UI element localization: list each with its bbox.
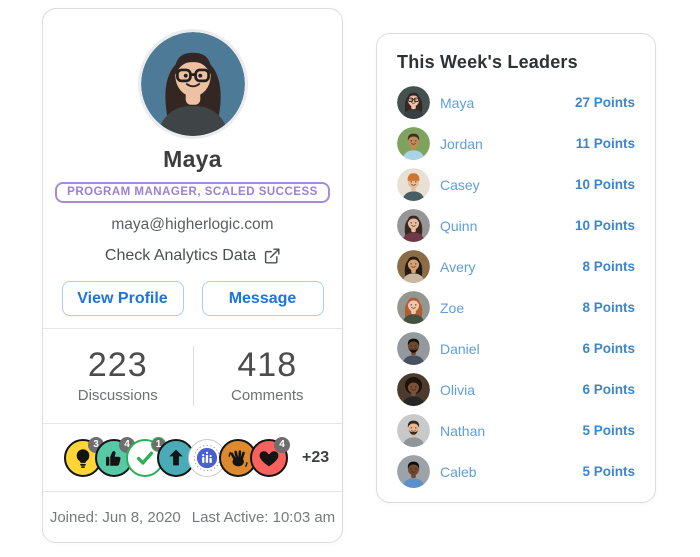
- leader-row: Nathan 5 Points: [397, 414, 635, 447]
- thumbs-up-icon: [103, 447, 125, 469]
- heart-badge[interactable]: 4: [250, 436, 290, 477]
- avatar: [397, 455, 430, 488]
- bar-chart-icon: [192, 443, 222, 473]
- profile-buttons-row: View Profile Message: [61, 281, 324, 316]
- leader-points: 10 Points: [574, 177, 635, 192]
- leader-points: 6 Points: [582, 382, 635, 397]
- email-text: maya@higherlogic.com: [111, 216, 274, 233]
- stat-discussions: 223 Discussions: [43, 329, 193, 423]
- leader-points: 5 Points: [582, 423, 635, 438]
- leaderboard-title: This Week's Leaders: [397, 52, 578, 72]
- badges-row: 3 4 1 4 +23: [43, 423, 342, 491]
- joined-text: Joined: Jun 8, 2020: [49, 508, 181, 526]
- analytics-link[interactable]: Check Analytics Data: [105, 247, 280, 265]
- leaderboard-rows: Maya 27 Points Jordan 11 Points Casey 10 Po…: [397, 86, 635, 488]
- badge-count: 4: [274, 436, 290, 453]
- avatar: [397, 414, 430, 447]
- discussions-label: Discussions: [77, 386, 158, 404]
- comments-count: 418: [237, 346, 298, 385]
- stat-comments: 418 Comments: [192, 329, 343, 423]
- leader-row: Avery 8 Points: [397, 250, 635, 283]
- leader-name-link[interactable]: Casey: [440, 176, 480, 193]
- leader-name-link[interactable]: Avery: [440, 258, 476, 275]
- leader-name-link[interactable]: Daniel: [440, 340, 480, 357]
- profile-card: Maya PROGRAM MANAGER, SCALED SUCCESS may…: [42, 8, 343, 543]
- heart-icon: [258, 447, 280, 469]
- view-profile-button[interactable]: View Profile: [61, 281, 184, 316]
- avatar: [397, 250, 430, 283]
- profile-footer: Joined: Jun 8, 2020 Last Active: 10:03 a…: [43, 491, 342, 542]
- last-active-text: Last Active: 10:03 am: [191, 508, 336, 526]
- leader-name-link[interactable]: Jordan: [440, 135, 483, 152]
- avatar: [397, 86, 430, 119]
- avatar: [397, 291, 430, 324]
- wave-icon: [227, 447, 249, 469]
- leader-points: 5 Points: [582, 464, 635, 479]
- arrow-up-icon: [165, 447, 187, 469]
- leader-name-link[interactable]: Maya: [440, 94, 475, 111]
- leader-row: Olivia 6 Points: [397, 373, 635, 406]
- profile-stats-section: 223 Discussions 418 Comments: [43, 328, 342, 423]
- leader-row: Casey 10 Points: [397, 168, 635, 201]
- leader-name-link[interactable]: Zoe: [440, 299, 465, 316]
- leader-points: 10 Points: [574, 218, 635, 233]
- leader-name-link[interactable]: Quinn: [440, 217, 478, 234]
- leader-name-link[interactable]: Olivia: [440, 381, 476, 398]
- leader-row: Quinn 10 Points: [397, 209, 635, 242]
- profile-top-section: Maya PROGRAM MANAGER, SCALED SUCCESS may…: [43, 9, 342, 328]
- discussions-count: 223: [87, 346, 148, 385]
- leader-name-link[interactable]: Caleb: [440, 463, 477, 480]
- leader-points: 6 Points: [582, 341, 635, 356]
- role-badge: PROGRAM MANAGER, SCALED SUCCESS: [55, 182, 330, 203]
- analytics-link-label: Check Analytics Data: [104, 247, 257, 264]
- leader-row: Daniel 6 Points: [397, 332, 635, 365]
- more-badges[interactable]: +23: [302, 448, 330, 466]
- leader-row: Caleb 5 Points: [397, 455, 635, 488]
- leader-row: Zoe 8 Points: [397, 291, 635, 324]
- comments-label: Comments: [230, 386, 304, 404]
- leader-row: Jordan 11 Points: [397, 127, 635, 160]
- avatar: [397, 209, 430, 242]
- message-button[interactable]: Message: [201, 281, 324, 316]
- leader-points: 8 Points: [582, 300, 635, 315]
- leader-points: 11 Points: [575, 136, 635, 151]
- avatar: [397, 373, 430, 406]
- avatar: [397, 168, 430, 201]
- leader-points: 8 Points: [582, 259, 635, 274]
- leader-points: 27 Points: [574, 95, 635, 110]
- check-icon: [134, 447, 156, 469]
- external-link-icon: [264, 248, 280, 264]
- avatar: [397, 332, 430, 365]
- leader-name-link[interactable]: Nathan: [440, 422, 486, 439]
- lightbulb-icon: [72, 447, 94, 469]
- profile-avatar: [137, 29, 248, 139]
- profile-name: Maya: [163, 146, 222, 172]
- leaderboard-card: This Week's Leaders Maya 27 Points Jordan…: [376, 33, 656, 503]
- avatar: [397, 127, 430, 160]
- leader-row: Maya 27 Points: [397, 86, 635, 119]
